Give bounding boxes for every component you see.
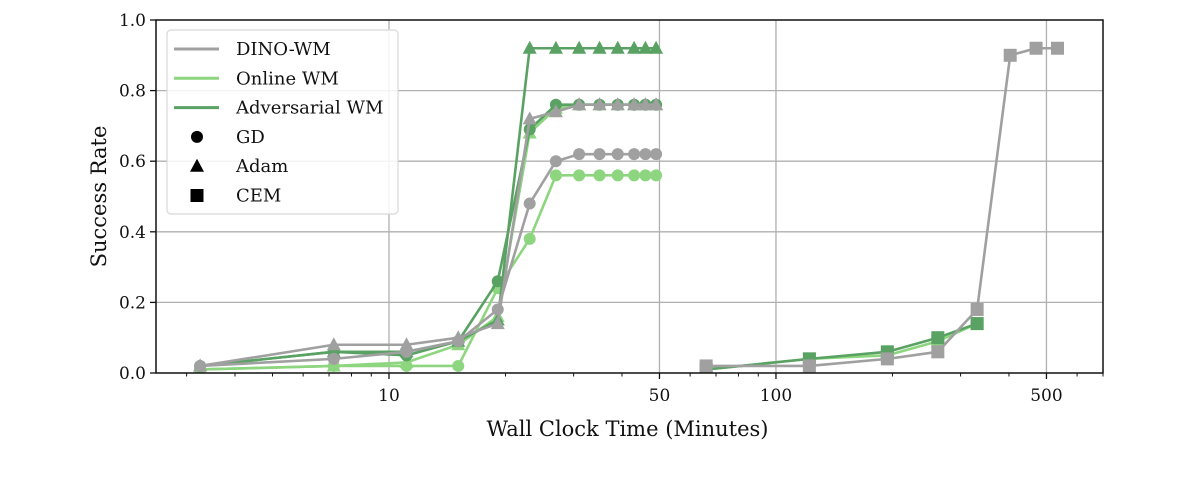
triangle-marker bbox=[326, 358, 341, 372]
circle-marker bbox=[639, 169, 652, 182]
square-marker bbox=[1029, 41, 1043, 55]
square-marker bbox=[802, 359, 816, 373]
triangle-marker bbox=[326, 337, 341, 351]
circle-marker bbox=[523, 232, 536, 245]
legend-circle-icon bbox=[191, 130, 203, 143]
triangle-marker bbox=[592, 97, 607, 111]
plot-frame bbox=[155, 19, 1104, 374]
square-marker bbox=[970, 302, 984, 316]
circle-marker bbox=[628, 169, 641, 182]
triangle-marker bbox=[649, 97, 664, 111]
data-series bbox=[193, 40, 1065, 373]
x-tick-label: 10 bbox=[378, 386, 400, 406]
series-dino-wm-cem bbox=[699, 41, 1065, 373]
square-marker bbox=[931, 331, 945, 345]
legend: DINO-WM Online WM Adversarial WM GD Adam CEM bbox=[166, 29, 399, 215]
y-tick-label: 0.2 bbox=[119, 293, 146, 313]
legend-triangle-icon bbox=[190, 158, 204, 172]
circle-marker bbox=[573, 169, 586, 182]
circle-marker bbox=[639, 148, 652, 161]
series-dino-wm-adam bbox=[193, 97, 664, 372]
circle-marker bbox=[628, 148, 641, 161]
triangle-marker bbox=[610, 40, 625, 54]
circle-marker bbox=[452, 359, 465, 372]
legend-label: GD bbox=[236, 127, 265, 148]
triangle-marker bbox=[572, 40, 587, 54]
legend-label: Adversarial WM bbox=[235, 98, 383, 119]
y-tick-label: 0.4 bbox=[119, 223, 146, 243]
square-marker bbox=[699, 359, 713, 373]
circle-marker bbox=[593, 169, 606, 182]
circle-marker bbox=[573, 148, 586, 161]
circle-marker bbox=[650, 169, 663, 182]
x-tick-label: 50 bbox=[649, 386, 671, 406]
legend-label: CEM bbox=[236, 186, 281, 207]
y-tick-label: 0.8 bbox=[119, 82, 146, 102]
triangle-marker bbox=[490, 316, 505, 330]
axis-ticks: 0.0 0.2 0.4 0.6 0.8 1.0 10 50 100 500 bbox=[119, 11, 1104, 406]
square-marker bbox=[1051, 41, 1065, 55]
triangle-marker bbox=[572, 97, 587, 111]
triangle-marker bbox=[649, 40, 664, 54]
circle-marker bbox=[549, 169, 562, 182]
x-axis-label: Wall Clock Time (Minutes) bbox=[486, 417, 768, 441]
circle-marker bbox=[611, 169, 624, 182]
circle-marker bbox=[611, 148, 624, 161]
y-axis-label: Success Rate bbox=[87, 126, 111, 268]
circle-marker bbox=[327, 352, 340, 365]
x-tick-label: 100 bbox=[760, 386, 792, 406]
circle-marker bbox=[549, 155, 562, 168]
triangle-marker bbox=[399, 354, 414, 368]
legend-label: Adam bbox=[235, 156, 288, 177]
square-marker bbox=[970, 317, 984, 331]
y-tick-label: 0.0 bbox=[119, 364, 146, 384]
triangle-marker bbox=[638, 40, 653, 54]
triangle-marker bbox=[627, 97, 642, 111]
triangle-marker bbox=[610, 97, 625, 111]
y-tick-label: 0.6 bbox=[119, 152, 146, 172]
triangle-marker bbox=[548, 104, 563, 118]
legend-square-icon bbox=[190, 189, 204, 202]
triangle-marker bbox=[451, 330, 466, 344]
triangle-marker bbox=[638, 97, 653, 111]
x-tick-label: 500 bbox=[1030, 386, 1062, 406]
legend-label: DINO-WM bbox=[236, 39, 331, 60]
triangle-marker bbox=[522, 111, 537, 125]
triangle-marker bbox=[592, 40, 607, 54]
circle-marker bbox=[593, 148, 606, 161]
triangle-marker bbox=[548, 40, 563, 54]
circle-marker bbox=[523, 197, 536, 210]
square-marker bbox=[1003, 48, 1017, 62]
triangle-marker bbox=[627, 40, 642, 54]
circle-marker bbox=[650, 148, 663, 161]
circle-marker bbox=[491, 303, 504, 316]
square-marker bbox=[880, 352, 894, 366]
legend-box bbox=[166, 29, 399, 215]
legend-label: Online WM bbox=[236, 68, 339, 89]
series-dino-wm-gd bbox=[194, 148, 663, 372]
square-marker bbox=[931, 345, 945, 359]
triangle-marker bbox=[522, 40, 537, 54]
triangle-marker bbox=[399, 337, 414, 351]
triangle-marker bbox=[193, 358, 208, 372]
y-tick-label: 1.0 bbox=[119, 11, 146, 31]
